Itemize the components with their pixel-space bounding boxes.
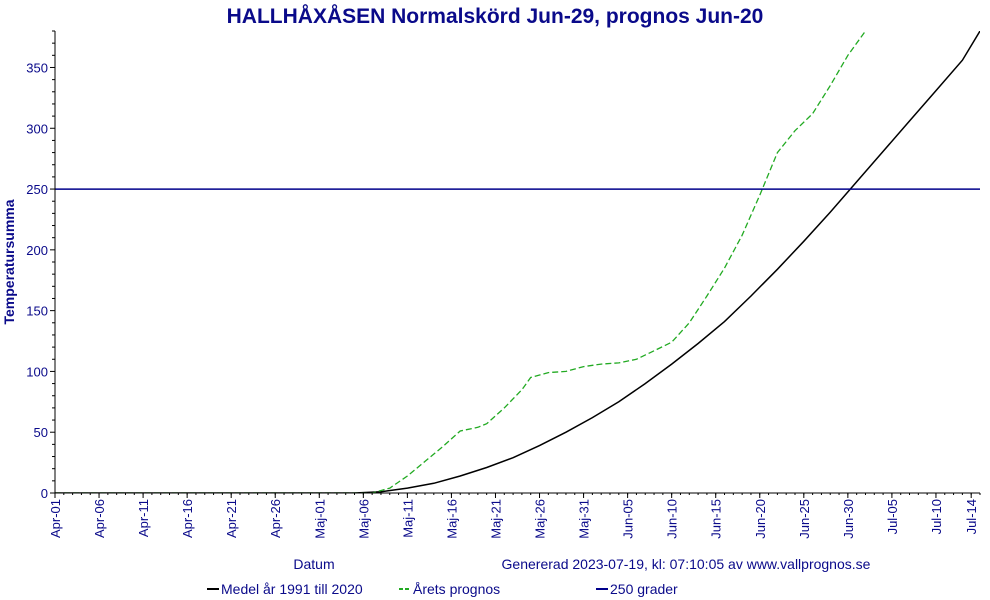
x-tick-label: Maj-11 — [400, 499, 415, 538]
series-line-2 — [55, 31, 867, 493]
x-tick-label: Apr-11 — [136, 499, 151, 537]
y-tick-label: 300 — [26, 121, 48, 136]
y-tick-label: 350 — [26, 60, 48, 75]
x-tick-label: Jun-05 — [621, 499, 636, 539]
generated-text: Genererad 2023-07-19, kl: 07:10:05 av ww… — [502, 556, 871, 572]
x-tick-label: Maj-21 — [488, 499, 503, 539]
x-tick-label: Jul-10 — [929, 499, 944, 534]
x-tick-label: Jun-20 — [753, 499, 768, 539]
y-tick-label: 50 — [34, 425, 48, 440]
x-tick-label: Apr-01 — [48, 499, 63, 538]
x-tick-label: Apr-06 — [92, 499, 107, 538]
x-tick-label: Jun-25 — [797, 499, 812, 539]
y-tick-label: 150 — [26, 304, 48, 319]
x-tick-label: Apr-21 — [224, 499, 239, 538]
y-tick-label: 100 — [26, 364, 48, 379]
y-tick-label: 0 — [41, 486, 48, 501]
x-tick-label: Apr-26 — [268, 499, 283, 538]
axes: 0 50 100 150 200 250 300 350 Apr-01 Apr-06 Apr-11 A… — [26, 30, 981, 539]
x-tick-label: Apr-16 — [180, 499, 195, 538]
x-tick-label: Maj-26 — [533, 499, 548, 539]
legend-label-3: 250 grader — [610, 581, 678, 597]
x-tick-label: Maj-06 — [356, 499, 371, 539]
x-tick-label: Jun-30 — [841, 499, 856, 539]
chart-title: HALLHÅXÅSEN Normalskörd Jun-29, prognos … — [227, 4, 764, 28]
plot-area — [55, 31, 980, 493]
x-tick-label: Jul-14 — [964, 499, 979, 534]
x-tick-label: Jul-05 — [885, 499, 900, 534]
y-tick-label: 200 — [26, 243, 48, 258]
y-tick-label: 250 — [26, 182, 48, 197]
x-tick-label: Maj-16 — [444, 499, 459, 539]
x-axis-label: Datum — [293, 556, 334, 572]
legend: Medel år 1991 till 2020 Årets prognos 250 … — [207, 581, 678, 597]
y-axis-label: Temperatursumma — [1, 199, 17, 324]
legend-label-2: Årets prognos — [413, 581, 500, 597]
series-line-1 — [55, 31, 980, 493]
x-tick-label: Jun-15 — [709, 499, 724, 539]
x-tick-label: Maj-31 — [577, 499, 592, 539]
x-tick-label: Maj-01 — [312, 499, 327, 539]
legend-label-1: Medel år 1991 till 2020 — [221, 581, 363, 597]
x-tick-label: Jun-10 — [665, 499, 680, 539]
